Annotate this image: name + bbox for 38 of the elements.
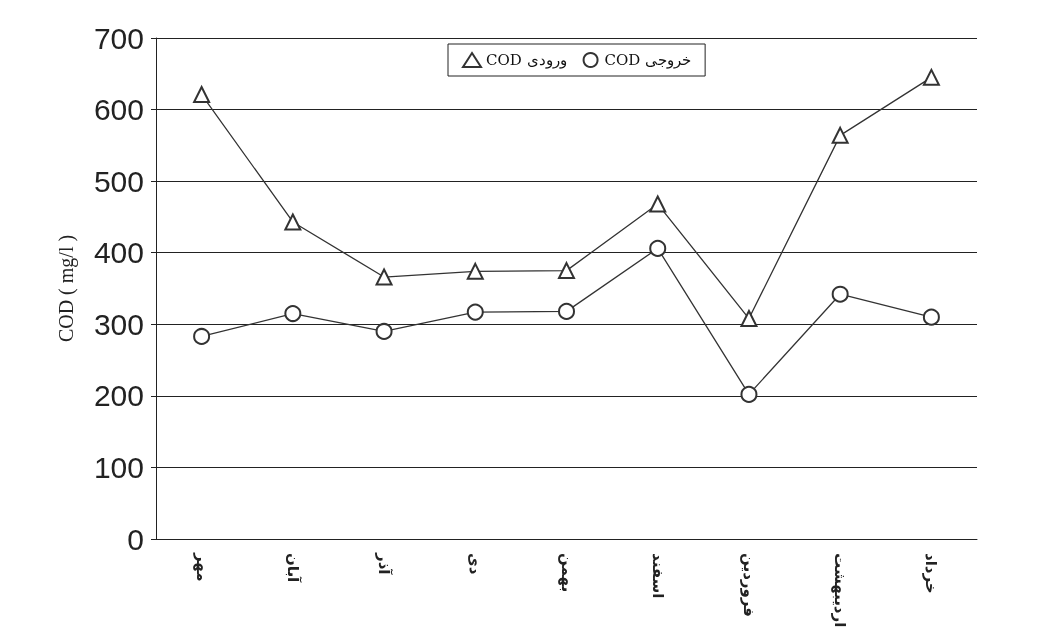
y-tick-label: 300 (93, 307, 144, 341)
y-tick-label: 200 (93, 379, 144, 413)
y-tick-label: 100 (93, 450, 144, 484)
point (375, 322, 393, 340)
point (284, 213, 302, 231)
y-tick-label: 500 (93, 164, 144, 198)
x-tick-label: دی (466, 553, 485, 575)
x-tick-label: فروردین (739, 553, 758, 617)
point (284, 305, 302, 323)
point (193, 86, 211, 104)
point (193, 327, 211, 345)
x-tick-label: آبان (283, 553, 302, 584)
point (740, 385, 758, 403)
y-tick-label: 0 (127, 522, 144, 556)
x-tick-label: آذر (375, 552, 394, 576)
x-tick-label: خرداد (922, 553, 941, 594)
x-tick-label: اردیبهشت (831, 553, 850, 628)
point (466, 303, 484, 321)
point (922, 308, 940, 326)
point (466, 262, 484, 280)
x-tick-label: بهمن (557, 553, 576, 593)
point (922, 68, 940, 86)
point (649, 239, 667, 257)
point (558, 262, 575, 280)
y-axis-title: COD ( mg/l ) (55, 234, 78, 343)
point (740, 310, 758, 328)
y-tick-label: 400 (93, 236, 144, 270)
y-tick-label: 700 (93, 21, 144, 55)
legend-label: COD خروجی (604, 51, 692, 69)
x-tick-label: اسفند (648, 553, 667, 599)
point (649, 195, 667, 213)
point (831, 126, 849, 144)
legend-label: COD ورودی (486, 51, 567, 69)
point (375, 268, 393, 286)
point (558, 302, 575, 320)
y-tick-label: 600 (93, 93, 144, 127)
point (831, 285, 849, 303)
x-tick-label: مهر (192, 552, 211, 582)
